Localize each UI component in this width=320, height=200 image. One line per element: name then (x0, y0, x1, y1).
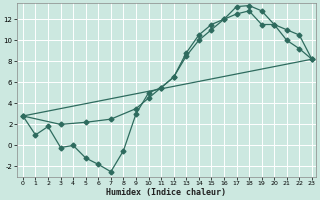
X-axis label: Humidex (Indice chaleur): Humidex (Indice chaleur) (106, 188, 226, 197)
